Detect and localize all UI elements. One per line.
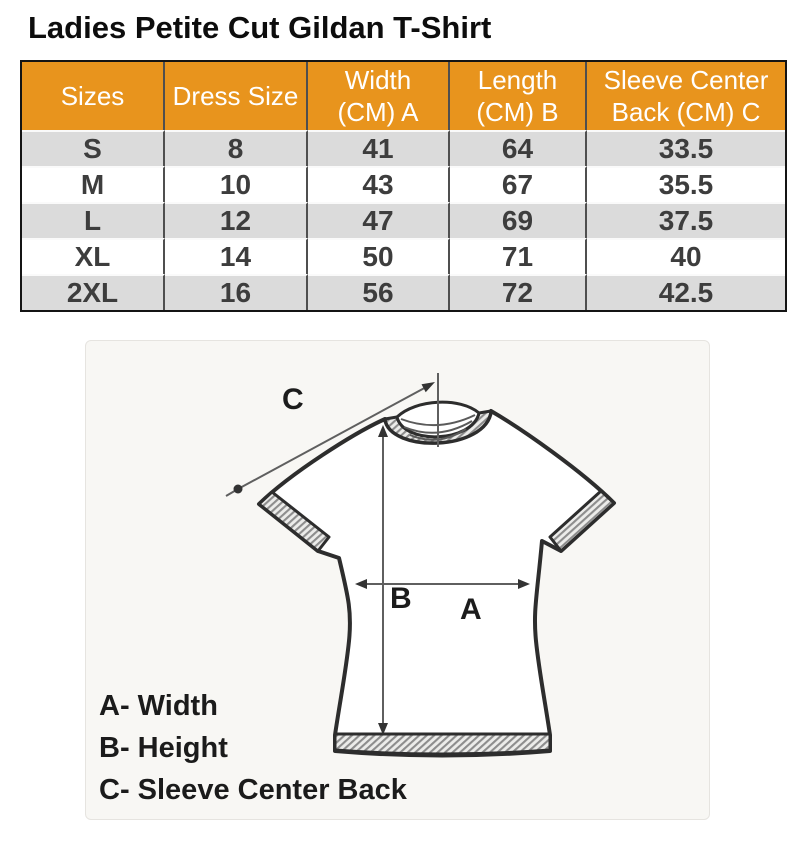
width-cell: 43 [308,166,450,202]
width-cell: 41 [308,130,450,166]
size-chart-table: Sizes Dress Size Width (CM) A Length (CM) … [20,60,787,312]
size-cell: L [22,202,165,238]
size-cell: XL [22,238,165,274]
label-a: A [460,593,482,626]
length-cell: 69 [450,202,587,238]
width-cell: 56 [308,274,450,310]
left-sleeve-cuff [257,490,331,553]
column-header-dress-size: Dress Size [165,62,308,130]
header-line: Sizes [60,81,125,111]
column-header-sleeve-center-back: Sleeve Center Back (CM) C [587,62,785,130]
sleeve-cell: 37.5 [587,202,785,238]
column-header-sizes: Sizes [22,62,165,130]
arrow-b-top [378,425,388,437]
sleeve-cell: 33.5 [587,130,785,166]
arrow-b-bottom [378,723,388,735]
arrow-c-top [421,382,435,393]
length-cell: 67 [450,166,587,202]
column-header-width: Width (CM) A [308,62,450,130]
header-line: Width [344,65,412,95]
page-title: Ladies Petite Cut Gildan T-Shirt [28,10,492,45]
length-cell: 71 [450,238,587,274]
size-cell: S [22,130,165,166]
label-c: C [282,383,304,416]
legend-width: A- Width [99,690,218,722]
header-line: (CM) A [337,97,419,127]
sleeve-cell: 35.5 [587,166,785,202]
dress-size-cell: 10 [165,166,308,202]
header-line: Back (CM) C [611,97,761,127]
size-cell: M [22,166,165,202]
dress-size-cell: 12 [165,202,308,238]
arrow-a-right [518,579,530,589]
dress-size-cell: 14 [165,238,308,274]
right-sleeve-cuff [548,489,616,553]
length-cell: 72 [450,274,587,310]
legend-sleeve-center-back: C- Sleeve Center Back [99,774,407,806]
measurement-lines [225,373,522,727]
sleeve-cell: 42.5 [587,274,785,310]
sleeve-cell: 40 [587,238,785,274]
dress-size-cell: 16 [165,274,308,310]
arrow-a-left [355,579,367,589]
dress-size-cell: 8 [165,130,308,166]
tshirt-hem-band [333,732,552,756]
legend-height: B- Height [99,732,228,764]
measurement-legend: A- Width B- Height C- Sleeve Center Back [99,685,407,811]
width-cell: 47 [308,202,450,238]
width-cell: 50 [308,238,450,274]
measure-line-c [237,384,431,490]
dot-c-bottom [233,484,243,494]
measurement-diagram-panel: C B A A- Width B- Height C- Sleeve Cente… [85,340,710,820]
tshirt-diagram: C B A [225,373,616,758]
header-line: Sleeve Center [603,65,769,95]
column-header-length: Length (CM) B [450,62,587,130]
length-cell: 64 [450,130,587,166]
size-cell: 2XL [22,274,165,310]
header-line: Length [477,65,558,95]
header-line: Dress Size [172,81,299,111]
measurement-arrowheads [233,382,530,735]
header-line: (CM) B [476,97,559,127]
label-b: B [390,582,412,615]
